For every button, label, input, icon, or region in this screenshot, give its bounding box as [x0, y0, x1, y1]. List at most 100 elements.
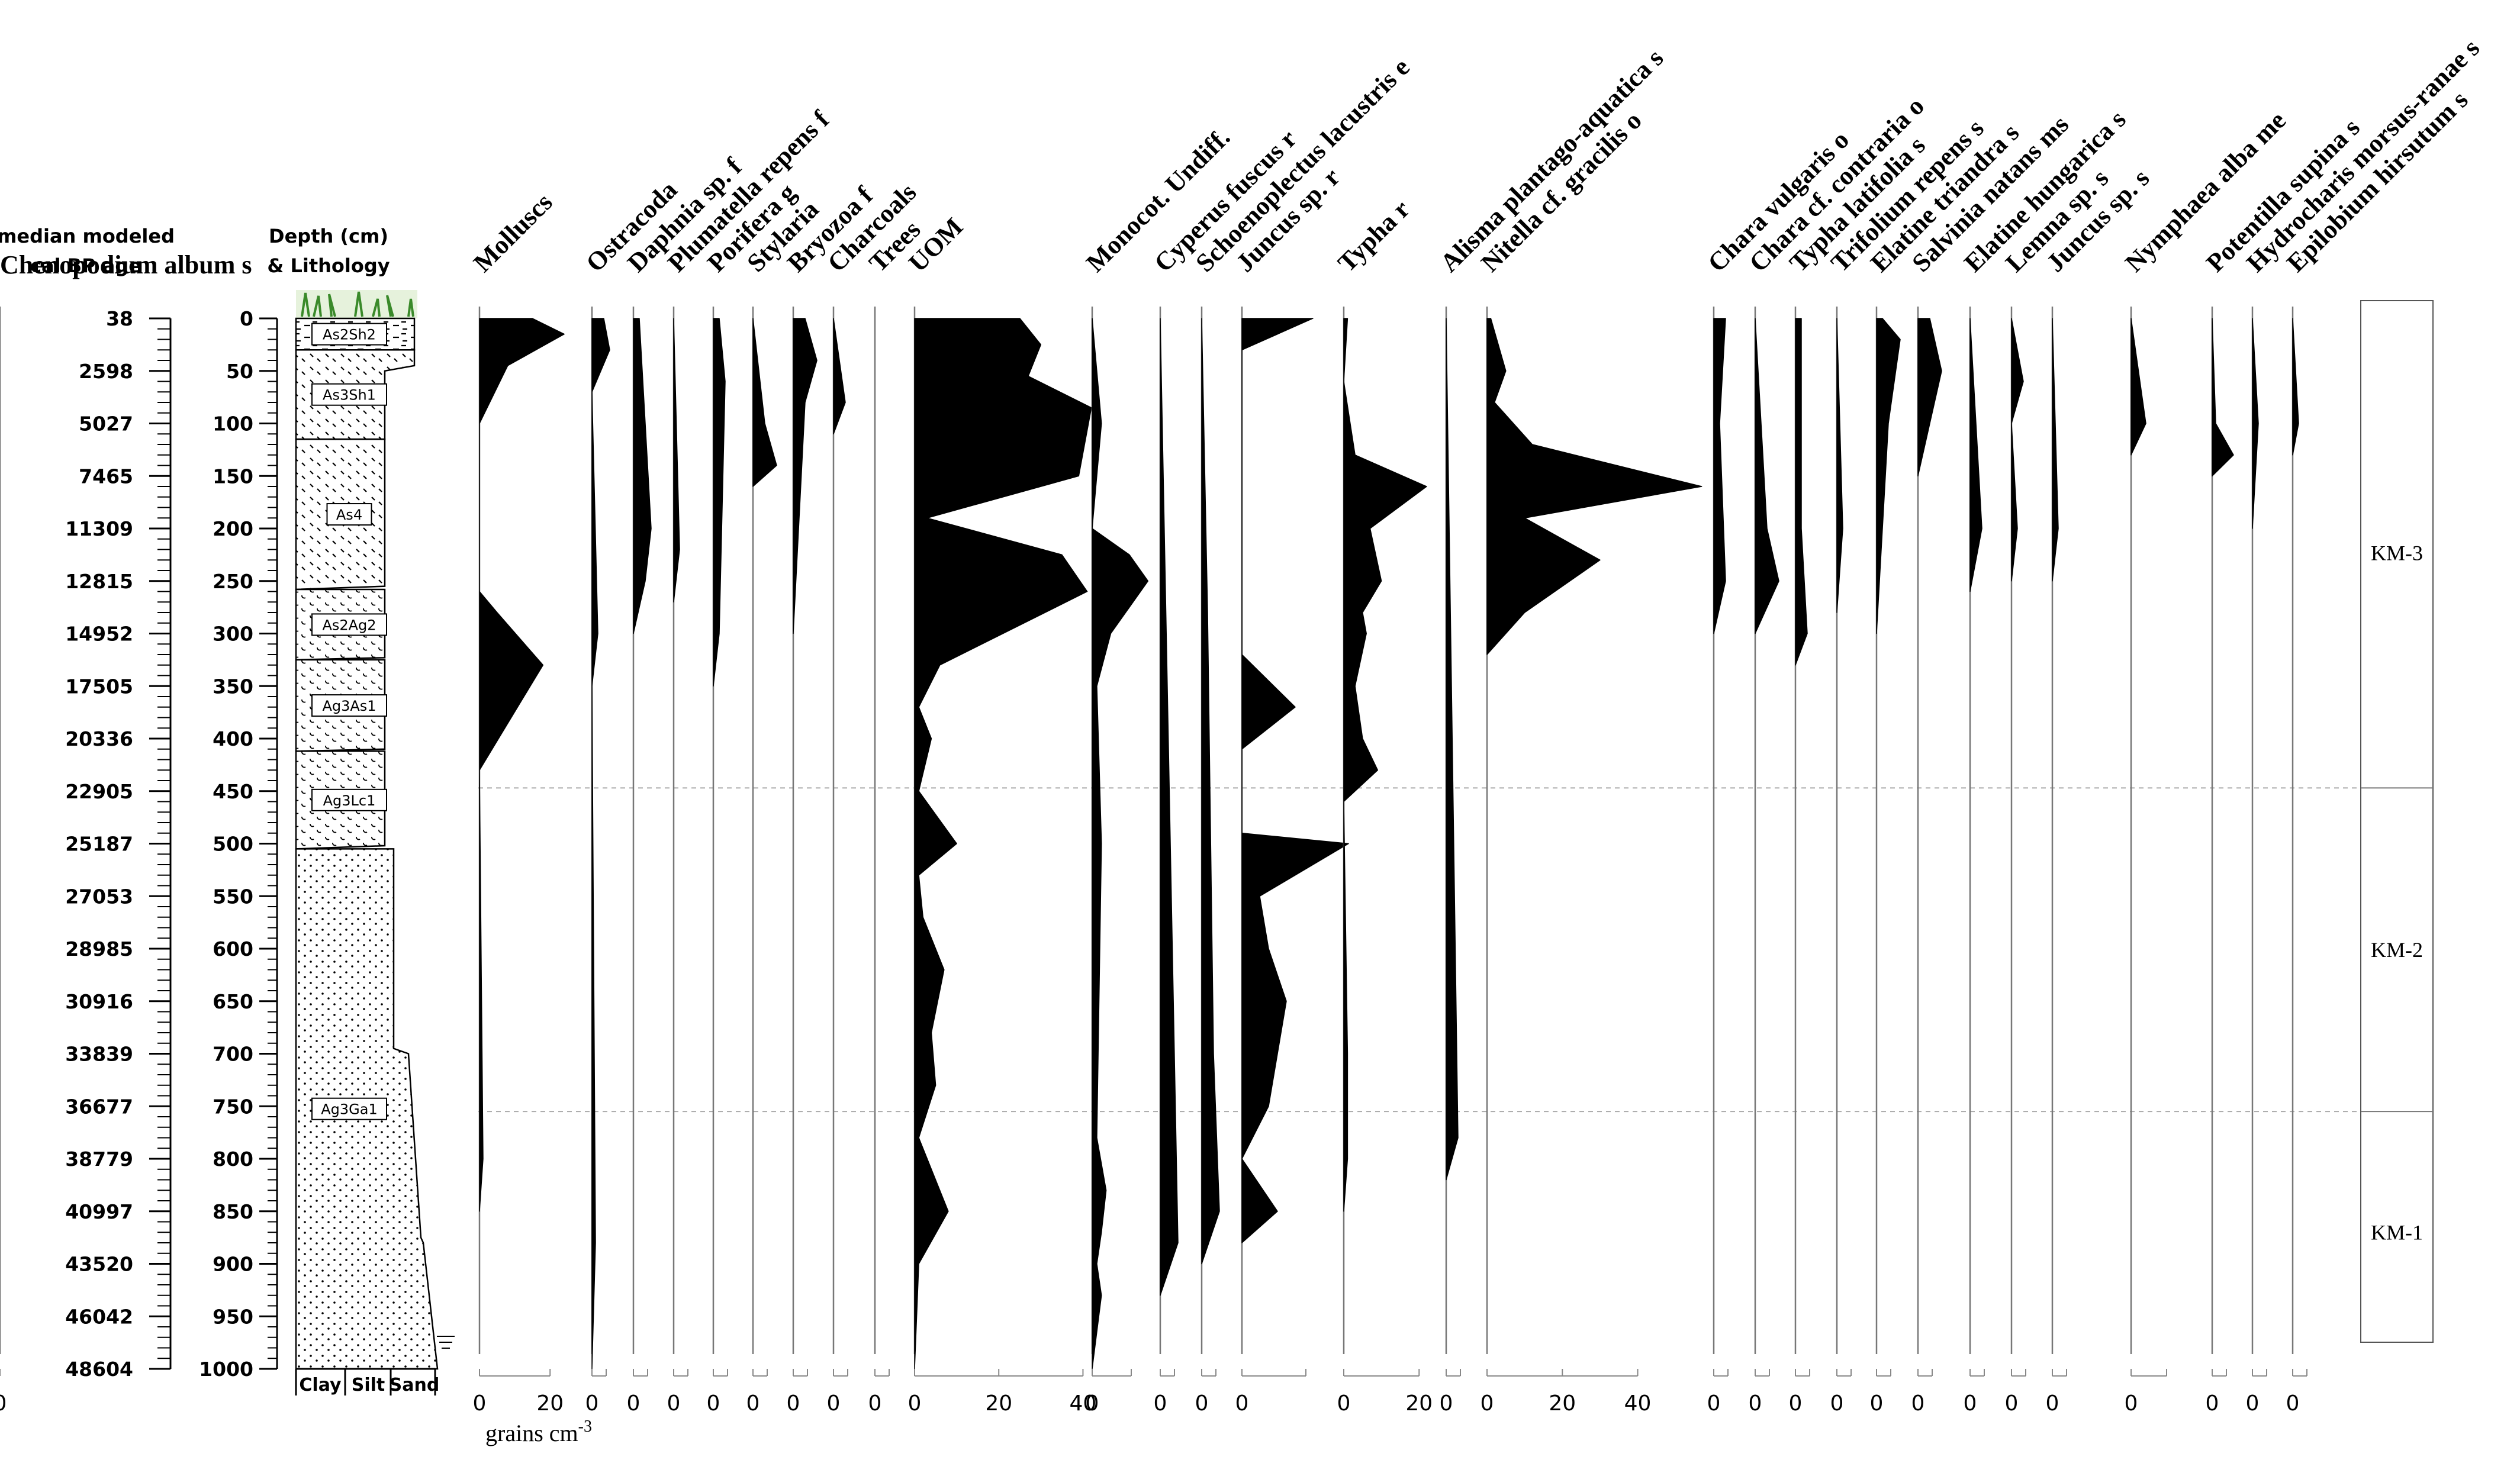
age-tick-label: 25187: [65, 833, 133, 856]
taxon-curve: [833, 318, 846, 435]
depth-tick-label: 850: [213, 1200, 253, 1223]
taxon-curve: [752, 318, 777, 487]
taxon-x-tick-label: 0: [1707, 1391, 1721, 1416]
grain-size-label: Sand: [390, 1375, 440, 1395]
taxon-x-tick-label: 0: [827, 1391, 841, 1416]
taxon-curve: [914, 318, 1092, 1369]
lithology-base-symbol: [437, 1336, 455, 1349]
taxon-x-tick-label: 0: [1870, 1391, 1884, 1416]
taxon-x-tick-label: 0: [1440, 1391, 1453, 1416]
depth-tick-label: 150: [213, 465, 253, 488]
taxon-x-tick-label: 0: [1086, 1391, 1099, 1416]
taxon-x-tick-label: 20: [985, 1391, 1012, 1416]
lithology-label: Ag3Ga1: [321, 1101, 378, 1118]
taxon-curve: [2212, 318, 2234, 477]
taxon-curve: [2130, 318, 2146, 456]
taxon-curve: [1160, 318, 1179, 1296]
taxon-x-tick-label: 0: [2046, 1391, 2059, 1416]
taxon-x-tick-label: 0: [868, 1391, 882, 1416]
taxon-curve: [2011, 318, 2024, 582]
age-tick-label: 38779: [65, 1148, 133, 1171]
age-tick-label: 11309: [65, 517, 133, 540]
taxon-name-label: Chenopodium album s: [0, 250, 252, 279]
taxon-x-tick-label: 0: [2246, 1391, 2260, 1416]
taxon-x-tick-label: 0: [2206, 1391, 2219, 1416]
taxon-column: 0 Alisma plantago-aquatica s: [1434, 43, 1669, 1416]
taxon-x-tick-label: 0: [627, 1391, 641, 1416]
taxon-x-tick-label: 0: [707, 1391, 720, 1416]
lithology-label: Ag3Lc1: [323, 792, 376, 809]
age-tick-label: 7465: [79, 465, 133, 488]
lithology-label: As4: [336, 507, 362, 523]
taxon-x-tick-label: 40: [1070, 1391, 1097, 1416]
taxon-x-tick-label: 0: [1964, 1391, 1977, 1416]
depth-tick-label: 100: [213, 412, 253, 436]
lithology-label-box: [311, 323, 387, 346]
taxon-x-tick-label: 0: [0, 1391, 7, 1416]
taxon-x-tick-label: 40: [1624, 1391, 1652, 1416]
taxon-x-tick-label: 0: [585, 1391, 599, 1416]
zone-label: KM-3: [2371, 542, 2423, 565]
lithology-label-box: [311, 613, 387, 636]
taxon-x-tick-label: 20: [536, 1391, 564, 1416]
taxon-x-tick-label: 0: [667, 1391, 681, 1416]
depth-axis-title: Depth (cm): [269, 225, 388, 247]
depth-tick-label: 250: [213, 570, 253, 593]
taxon-x-tick-label: 0: [1195, 1391, 1209, 1416]
depth-tick-label: 0: [240, 307, 253, 330]
age-axis: 38 2598 5027 7465 11309 12815 14952 17505 20336 2…: [65, 307, 172, 1381]
depth-tick-label: 550: [213, 885, 253, 908]
depth-tick-label: 1000: [199, 1358, 253, 1381]
zone-panel: KM-3 KM-2 KM-1: [478, 300, 2434, 1343]
taxon-curve: [673, 318, 680, 603]
taxon-name-label: Typha r: [1332, 195, 1415, 278]
taxon-column: 0 20 Molluscs: [468, 188, 565, 1416]
depth-axis: 0 50 100 150 200 250 300 350 400 450 500 550 600 650 7…: [199, 307, 278, 1381]
depth-tick-label: 900: [213, 1253, 253, 1276]
surface-vegetation-icon: [296, 290, 417, 318]
x-unit-label: grains cm-3: [485, 1417, 592, 1446]
taxon-x-tick-label: 0: [787, 1391, 800, 1416]
taxon-curve: [2252, 318, 2259, 529]
lithology-label: Ag3As1: [322, 698, 376, 714]
zone-label: KM-2: [2371, 938, 2423, 962]
age-tick-label: 17505: [65, 675, 133, 698]
taxon-curve: [1795, 318, 1808, 666]
depth-tick-label: 650: [213, 990, 253, 1013]
taxon-x-tick-label: 20: [1405, 1391, 1433, 1416]
taxon-column: 0 Chenopodium album s: [0, 250, 252, 1416]
taxon-x-tick-label: 0: [2125, 1391, 2138, 1416]
lithology-label-box: [311, 788, 387, 811]
depth-tick-label: 750: [213, 1095, 253, 1118]
taxon-x-tick-label: 0: [746, 1391, 760, 1416]
age-tick-label: 5027: [79, 412, 133, 436]
age-tick-label: 30916: [65, 990, 133, 1013]
depth-tick-label: 800: [213, 1148, 253, 1171]
age-tick-label: 48604: [65, 1358, 133, 1381]
age-tick-label: 22905: [65, 780, 133, 803]
lithology-label-box: [311, 694, 387, 717]
taxon-name-label: Molluscs: [468, 188, 558, 278]
age-tick-label: 46042: [65, 1305, 133, 1328]
taxon-name-label: Hydrocharis morsus-ranae s: [2241, 33, 2485, 278]
taxon-column: 0 20 Typha r: [1332, 195, 1433, 1416]
taxon-curve: [1755, 318, 1779, 634]
age-tick-label: 33839: [65, 1043, 133, 1066]
taxon-column: 0 Hydrocharis morsus-ranae s: [2241, 33, 2485, 1416]
